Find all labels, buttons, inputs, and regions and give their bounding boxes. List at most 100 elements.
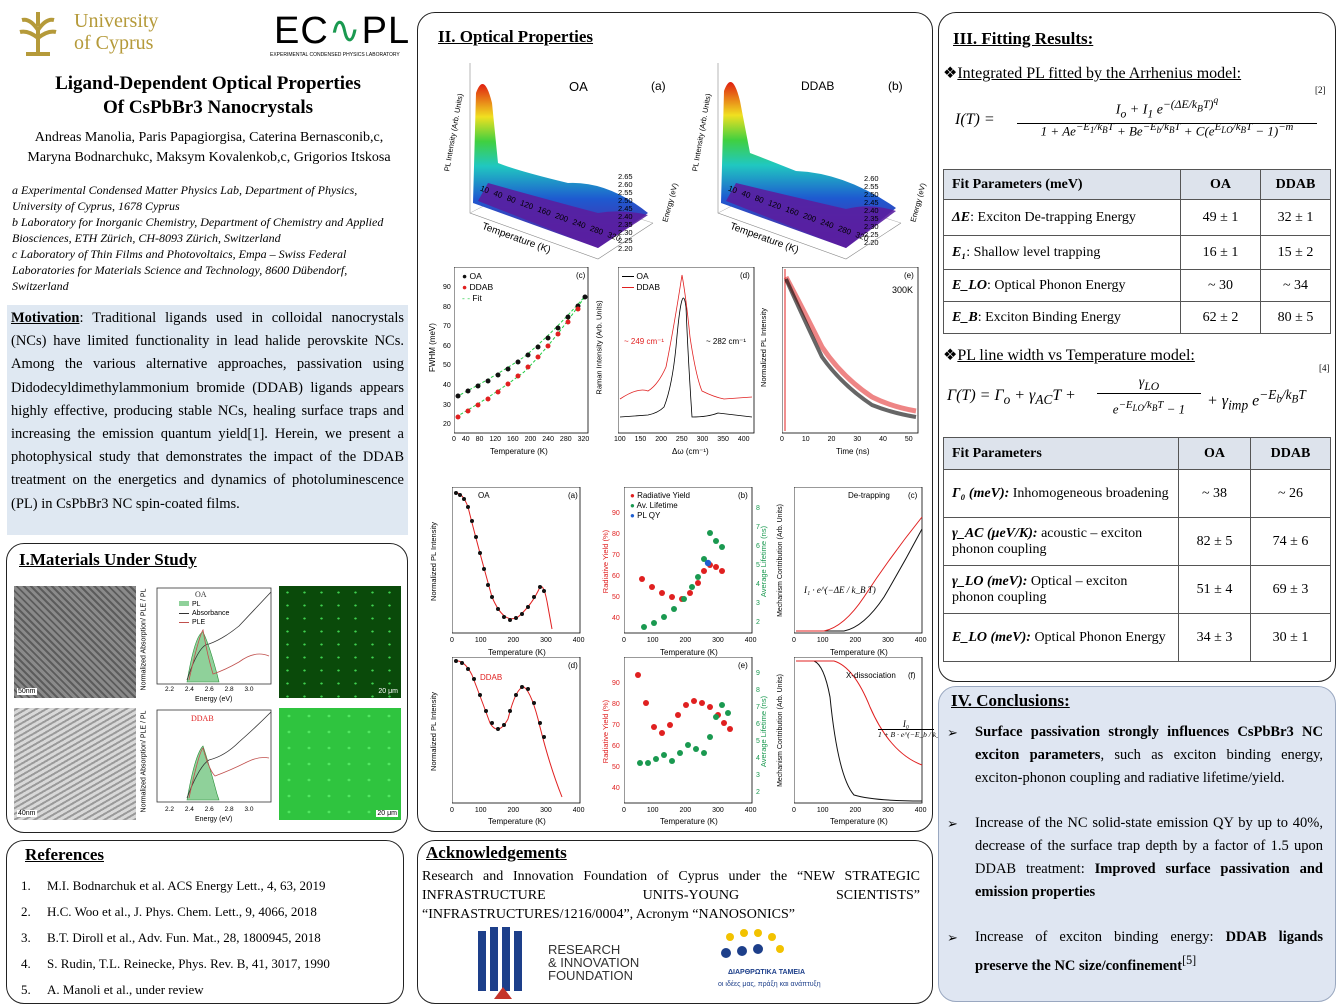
ddab-mechanism-xlabel: Temperature (K) [830,817,888,826]
raman-xticks: 100 150 200 250 300 350 400 [614,436,750,443]
value-oa: 62 ± 2 [1180,301,1261,334]
ddab-mechanism-formula-num: I₀ [878,719,934,730]
optical-title: II. Optical Properties [438,27,594,46]
fit-table2-header: Fit Parameters OA DDAB [943,437,1331,470]
value-ddab: 15 ± 2 [1260,235,1331,270]
references-title: References [25,845,104,864]
table-row: ΔE: Exciton De-trapping Energy 49 ± 1 32… [943,199,1331,236]
reference-1: 1. M.I. Bodnarchuk et al. ACS Energy Lett… [21,878,326,893]
table-row: E_B: Exciton Binding Energy 62 ± 2 80 ± … [943,301,1331,334]
surface-ddab-tag: (b) [888,79,903,93]
surface-oa-yticks: 2.20 2.25 2.30 2.35 2.40 2.45 2.50 2.55 2.60 2.65 [618,172,633,253]
decay-ylabel: Normalized PL Intensity [758,308,768,387]
oa-intensity-tag: (a) [568,491,578,500]
fwhm-legend-ddab: ● DDAB [462,282,494,292]
ddab-intensity-chart [452,657,581,804]
conclusion-2: Increase of the NC solid-state emission … [947,812,1323,904]
ddab-intensity-xticks: 0 100 200 300 400 [450,807,585,814]
oa-mechanism-chart [794,487,923,634]
oa-yield-legend: ● Radiative Yield ● Av. Lifetime ● PL QY [630,491,690,521]
rif-line1: RESEARCH [548,942,621,957]
conclusion-1: Surface passivation strongly influences … [947,721,1323,790]
reference-2: 2. H.C. Woo et al., J. Phys. Chem. Lett.,… [21,904,317,919]
oa-yield-y2label: Average Lifetime (ns) [759,525,769,598]
fwhm-xlabel: Temperature (K) [490,447,548,456]
spectra-legend: PL Absorbance PLE [179,600,229,627]
university-logo: University of Cyprus [12,8,172,58]
university-name-line2: of Cyprus [74,32,154,54]
eu-funds-logo: ΔΙΑΡΘΡΩΤΙΚΑ ΤΑΜΕΙΑ οι ιδέες μας, πράξη κ… [718,927,878,999]
fwhm-legend-fit: - - Fit [462,293,482,303]
ddab-yield-y2label: Average Lifetime (ns) [759,695,769,768]
fwhm-legend-oa: ● OA [462,271,482,281]
reference-5: 5. A. Manoli et al., under review [21,982,204,997]
ddab-intensity-name: DDAB [480,673,503,682]
table-row: γ_AC (μeV/K): acoustic – exciton phonon … [943,517,1331,566]
title-line1: Ligand-Dependent Optical Properties [55,73,361,94]
param-desc: : Exciton De-trapping Energy [970,209,1136,225]
ddab-mechanism-name: X-dissociation [846,671,896,680]
ddab-intensity-ylabel: Normalized PL Intensity [428,692,438,771]
diamond-icon: ❖ [943,347,958,364]
diamond-icon: ❖ [943,65,958,82]
tree-icon [19,12,57,56]
ddab-mechanism-formula-den: 1 + B · e^(−E_b / k_B T) [878,730,953,739]
ddab-yield-yticks: 40 50 60 70 80 90 [612,680,620,792]
spectra-xlabel-ddab: Energy (eV) [195,816,233,823]
spectra-chart-ddab [156,709,272,803]
value-oa: ~ 38 [1178,469,1251,518]
param-symbol: γ_AC (μeV/K): [952,525,1038,541]
param-symbol: Γ₀ (meV): [952,485,1010,501]
fit-table-linewidth: Fit Parameters OA DDAB Γ₀ (meV): Inhomog… [943,437,1331,662]
legend-pl: PL [179,600,229,609]
decay-xticks: 0 10 20 30 40 50 [780,436,913,443]
materials-panel: I.Materials Under Study 50nm 40nm OA PL … [6,543,408,833]
value-ddab: 80 ± 5 [1260,301,1331,334]
authors-line2: Maryna Bodnarchukc, Maksym Kovalenkob,c,… [27,150,391,165]
eu-line2: οι ιδέες μας, πράξη και ανάπτυξη [718,981,821,988]
affiliation-a: a Experimental Condensed Matter Physics … [12,183,358,213]
oa-mechanism-xticks: 0 100 200 300 400 [792,637,927,644]
conclusions-list: Surface passivation strongly influences … [947,721,1323,1000]
param-symbol: E₁ [952,244,967,260]
raman-annotation-ddab: ~ 249 cm⁻¹ [624,337,665,346]
param-desc: Inhomogeneous broadening [1009,485,1169,501]
affiliations: a Experimental Condensed Matter Physics … [12,182,404,294]
oa-mechanism-tag: (c) [908,491,918,500]
value-oa: 49 ± 1 [1180,199,1261,236]
ddab-yield-chart [624,657,753,804]
fit-table-arrhenius: Fit Parameters (meV) OA DDAB ΔE: Exciton… [943,169,1331,334]
fwhm-tag: (c) [576,271,586,280]
param-desc: : Shallow level trapping [966,244,1101,260]
oa-intensity-xticks: 0 100 200 300 400 [450,637,585,644]
conclusions-title: IV. Conclusions: [951,691,1070,710]
optical-panel: II. Optical Properties OA (a) PL Intensi… [417,12,953,832]
rif-line3: FOUNDATION [548,968,633,983]
fitting-title: III. Fitting Results: [953,29,1094,48]
optical-image-ddab: 20 μm [279,708,401,820]
rif-logo: RESEARCH & INNOVATION FOUNDATION [474,927,664,999]
oa-yield-legend-qy: ● PL QY [630,511,661,520]
legend-ple: PLE [179,618,229,627]
value-oa: 82 ± 5 [1178,517,1251,566]
title-line2: Of CsPbBr3 Nanocrystals [102,97,314,118]
surface-ddab-yticks: 2.20 2.25 2.30 2.35 2.40 2.45 2.50 2.55 2.60 [864,174,879,247]
spectra-ylabel-oa: Normalized Absorption/ PLE / PL [140,588,148,691]
fwhm-ylabel: FWHM (meV) [427,323,437,372]
references-panel: References 1. M.I. Bodnarchuk et al. ACS … [6,840,404,1004]
scale-bar-opt-oa: 20 μm [378,688,398,695]
oa-mechanism-xlabel: Temperature (K) [830,648,888,657]
spectra-oa-tag: OA [195,590,207,599]
acknowledgements-panel: Acknowledgements Research and Innovation… [417,840,933,1004]
raman-chart [618,267,755,434]
arrhenius-equation: I(T) = Io + I1 e−(ΔE/kBT)q 1 + Ae−E1/kBT… [955,91,1325,155]
rif-line2: & INNOVATION [548,955,640,970]
decay-chart [782,267,919,434]
raman-ylabel: Raman Intensity (Arb. Units) [594,300,604,395]
raman-legend-oa: OA [622,271,660,282]
ddab-intensity-tag: (d) [568,661,578,670]
conclusion-3: Increase of exciton binding energy: DDAB… [947,926,1323,978]
ddab-yield-xlabel: Temperature (K) [660,817,718,826]
